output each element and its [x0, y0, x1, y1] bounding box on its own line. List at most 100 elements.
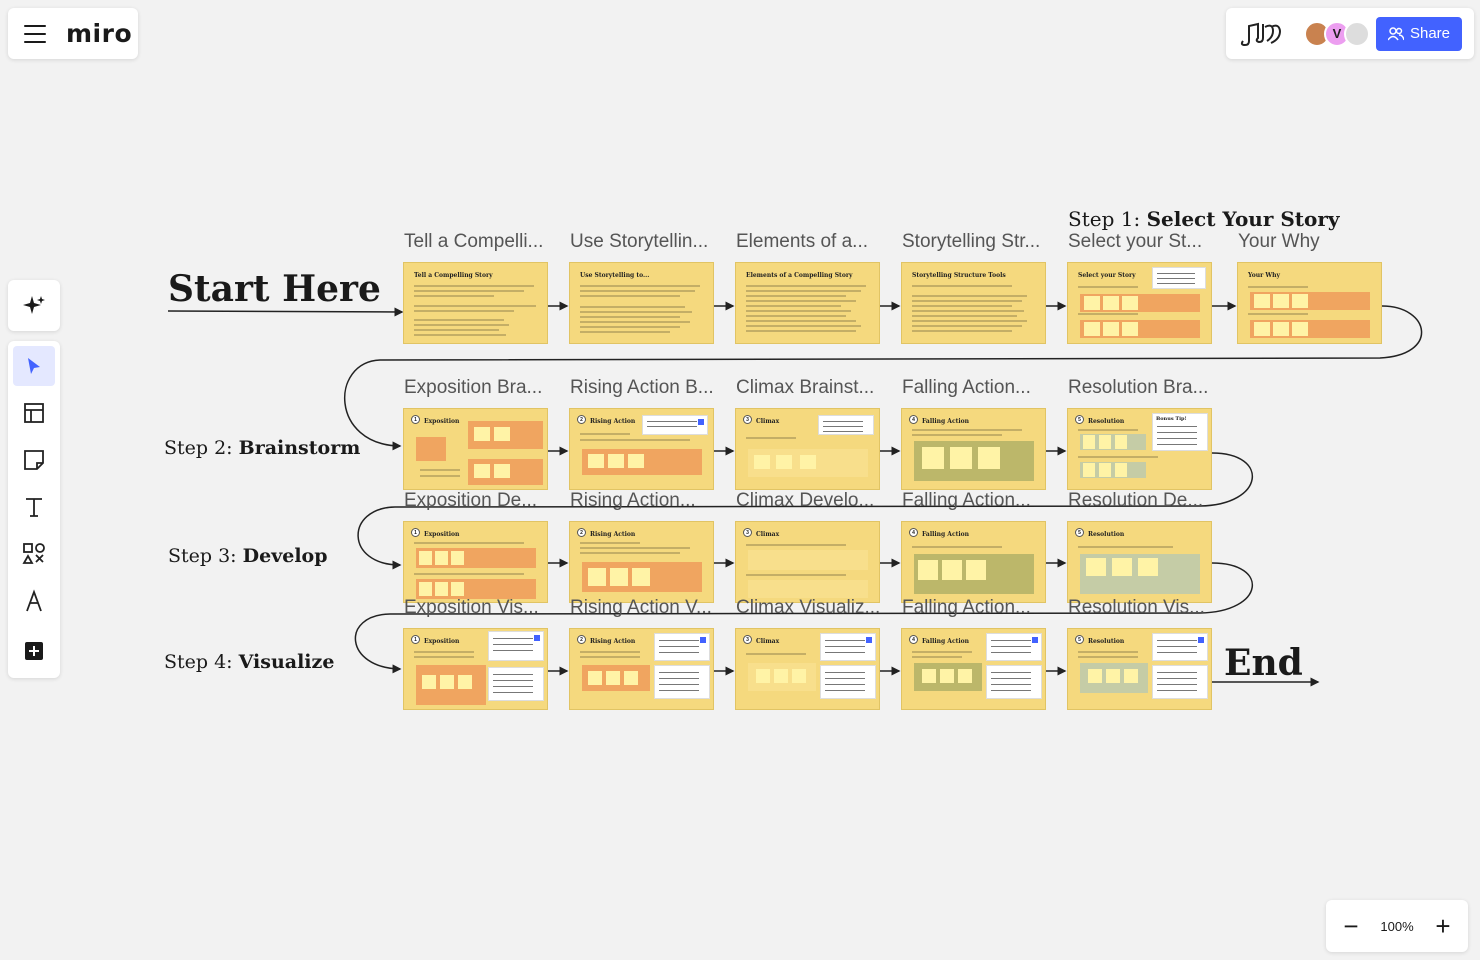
share-label: Share — [1409, 25, 1451, 42]
frame-title[interactable]: Exposition De... — [404, 490, 538, 511]
step-1-label: Step 1: Select Your Story — [1068, 207, 1340, 231]
frame-title[interactable]: Tell a Compelli... — [404, 231, 544, 252]
frame-card[interactable]: Your Why — [1237, 262, 1382, 344]
pen-tool[interactable] — [13, 581, 55, 621]
frame-heading: Resolution — [1088, 638, 1125, 645]
start-here-label: Start Here — [168, 268, 381, 310]
frame-title[interactable]: Elements of a... — [736, 231, 869, 252]
frame-heading: Exposition — [424, 418, 460, 425]
frame-card[interactable]: 4 Falling Action — [901, 408, 1046, 490]
frame-heading: Resolution — [1088, 531, 1125, 538]
music-notes-icon[interactable] — [1240, 21, 1286, 47]
text-tool[interactable] — [13, 487, 55, 527]
step-4-label: Step 4: Visualize — [164, 651, 335, 673]
frame-card[interactable]: 5 Resolution — [1067, 521, 1212, 603]
templates-tool[interactable] — [13, 393, 55, 433]
frame-title[interactable]: Falling Action... — [902, 597, 1031, 618]
frame-card[interactable]: 2 Rising Action — [569, 521, 714, 603]
frame-heading: Use Storytelling to... — [580, 272, 650, 279]
frame-heading: Falling Action — [922, 418, 970, 425]
step-3-label: Step 3: Develop — [168, 545, 328, 567]
frame-title[interactable]: Storytelling Str... — [902, 231, 1041, 252]
end-label: End — [1224, 642, 1303, 684]
share-button[interactable]: Share — [1376, 16, 1462, 51]
frame-card[interactable]: Use Storytelling to... — [569, 262, 714, 344]
frame-heading: Select your Story — [1078, 272, 1136, 279]
frame-heading: Tell a Compelling Story — [414, 272, 493, 279]
miro-logo[interactable]: miro — [66, 19, 133, 48]
frame-heading: Elements of a Compelling Story — [746, 272, 853, 279]
frame-heading: Rising Action — [590, 531, 636, 538]
frame-title[interactable]: Select your St... — [1068, 231, 1203, 252]
frame-card[interactable]: 3 Climax — [735, 521, 880, 603]
frame-title[interactable]: Falling Action... — [902, 490, 1031, 511]
frame-card[interactable]: 4 Falling Action — [901, 628, 1046, 710]
frame-heading: Storytelling Structure Tools — [912, 272, 1006, 279]
frame-heading: Your Why — [1248, 272, 1280, 279]
frame-heading: Resolution — [1088, 418, 1125, 425]
frame-heading: Rising Action — [590, 638, 636, 645]
text-icon — [26, 498, 42, 517]
pen-icon — [26, 589, 42, 612]
frame-title[interactable]: Rising Action V... — [570, 597, 712, 618]
frame-card[interactable]: 5 Resolution — [1067, 628, 1212, 710]
frame-title[interactable]: Resolution De... — [1068, 490, 1204, 511]
collaboration-bar: V Share — [1226, 8, 1474, 59]
frame-title[interactable]: Exposition Vis... — [404, 597, 539, 618]
frame-title[interactable]: Climax Develo... — [736, 490, 875, 511]
ai-assist-button[interactable] — [8, 280, 60, 331]
frame-card[interactable]: 1 Exposition — [403, 408, 548, 490]
frame-heading: Climax — [756, 638, 780, 645]
frame-title[interactable]: Rising Action... — [570, 490, 696, 511]
creation-toolbar — [8, 341, 60, 678]
users-icon — [1387, 26, 1404, 40]
frame-heading: Climax — [756, 531, 780, 538]
plus-square-icon — [25, 642, 43, 660]
frame-card[interactable]: 3 Climax — [735, 628, 880, 710]
sparkle-icon — [23, 295, 45, 314]
select-tool[interactable] — [13, 346, 55, 386]
frame-title[interactable]: Rising Action B... — [570, 377, 714, 398]
frame-card[interactable]: Storytelling Structure Tools — [901, 262, 1046, 344]
zoom-out-button[interactable]: − — [1343, 911, 1359, 941]
frame-heading: Exposition — [424, 638, 460, 645]
frame-card[interactable]: 3 Climax — [735, 408, 880, 490]
layout-icon — [24, 403, 44, 423]
step-2-label: Step 2: Brainstorm — [164, 437, 361, 459]
frame-title[interactable]: Climax Brainst... — [736, 377, 875, 398]
frame-card[interactable]: Elements of a Compelling Story — [735, 262, 880, 344]
zoom-control: − 100% + — [1326, 900, 1468, 952]
collaborator-avatars[interactable]: V — [1304, 20, 1370, 47]
frame-card[interactable]: 1 Exposition — [403, 521, 548, 603]
sticky-note-icon — [24, 450, 44, 470]
frame-heading: Falling Action — [922, 638, 970, 645]
frame-title[interactable]: Resolution Bra... — [1068, 377, 1209, 398]
sticky-note-tool[interactable] — [13, 440, 55, 480]
zoom-level[interactable]: 100% — [1380, 918, 1414, 934]
avatar[interactable] — [1344, 20, 1370, 47]
frame-card[interactable]: 5 Resolution Bonus Tip! — [1067, 408, 1212, 490]
shapes-tool[interactable] — [13, 534, 55, 574]
frame-card[interactable]: Select your Story — [1067, 262, 1212, 344]
menu-icon[interactable] — [24, 24, 46, 43]
shapes-icon — [22, 543, 45, 564]
add-more-tool[interactable] — [13, 631, 55, 671]
frame-title[interactable]: Climax Visualiz... — [736, 597, 881, 618]
frame-card[interactable]: 4 Falling Action — [901, 521, 1046, 603]
frame-title[interactable]: Your Why — [1238, 231, 1320, 252]
zoom-in-button[interactable]: + — [1435, 911, 1451, 941]
main-menu-bar: miro — [8, 8, 138, 59]
frame-card[interactable]: Tell a Compelling Story — [403, 262, 548, 344]
bonus-tip-label: Bonus Tip! — [1156, 416, 1187, 422]
frame-card[interactable]: 2 Rising Action — [569, 408, 714, 490]
frame-title[interactable]: Use Storytellin... — [570, 231, 709, 252]
cursor-icon — [28, 358, 40, 374]
frame-title[interactable]: Falling Action... — [902, 377, 1031, 398]
frame-card[interactable]: 2 Rising Action — [569, 628, 714, 710]
frame-heading: Falling Action — [922, 531, 970, 538]
frame-heading: Climax — [756, 418, 780, 425]
frame-card[interactable]: 1 Exposition — [403, 628, 548, 710]
frame-title[interactable]: Exposition Bra... — [404, 377, 543, 398]
frame-heading: Exposition — [424, 531, 460, 538]
frame-title[interactable]: Resolution Vis... — [1068, 597, 1205, 618]
